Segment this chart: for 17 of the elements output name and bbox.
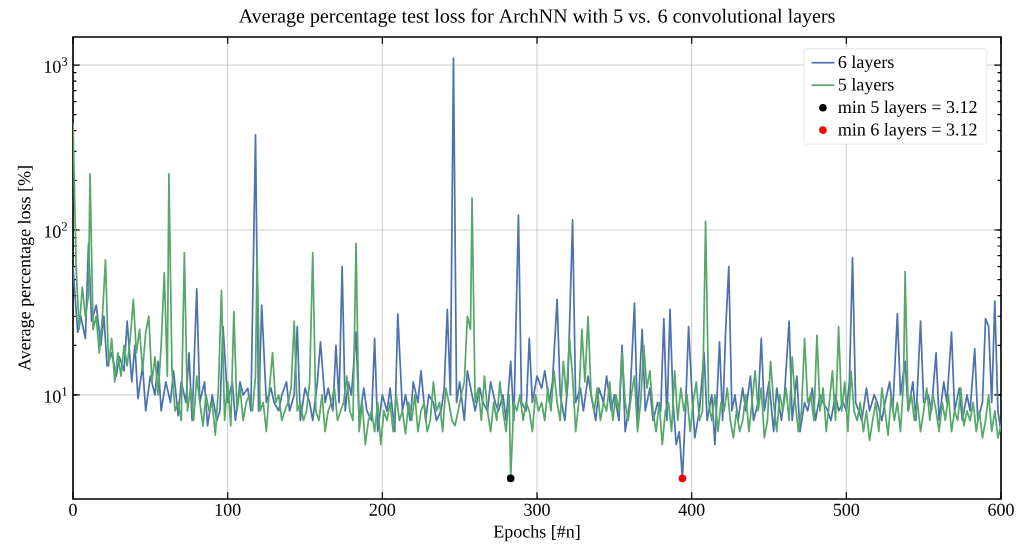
x-tick-label: 100: [215, 503, 241, 516]
chart-title: Average percentage test loss for ArchNN with 5 vs. 6 convolutional layers: [238, 8, 835, 27]
y-tick-label: 10$^{2}$: [44, 222, 67, 238]
x-tick-label: 300: [524, 503, 550, 516]
x-tick-label: 500: [833, 503, 860, 516]
legend-label: 5 layers: [838, 77, 894, 95]
x-axis-title: Epochs [#n]: [493, 525, 580, 542]
x-tick-label: 400: [678, 503, 705, 516]
y-tick-label: 10$^{1}$: [44, 387, 67, 403]
y-axis-title: Average percentage loss [%]: [17, 166, 35, 371]
y-tick-label: 10$^{3}$: [44, 57, 68, 73]
legend-label: 6 layers: [838, 55, 894, 72]
x-tick-label: 200: [369, 503, 396, 516]
legend-label: min 5 layers = 3.12: [838, 100, 977, 117]
legend-label: min 6 layers = 3.12: [838, 122, 977, 140]
x-tick-label: 600: [988, 503, 1014, 516]
x-tick-label: 0: [69, 503, 77, 516]
